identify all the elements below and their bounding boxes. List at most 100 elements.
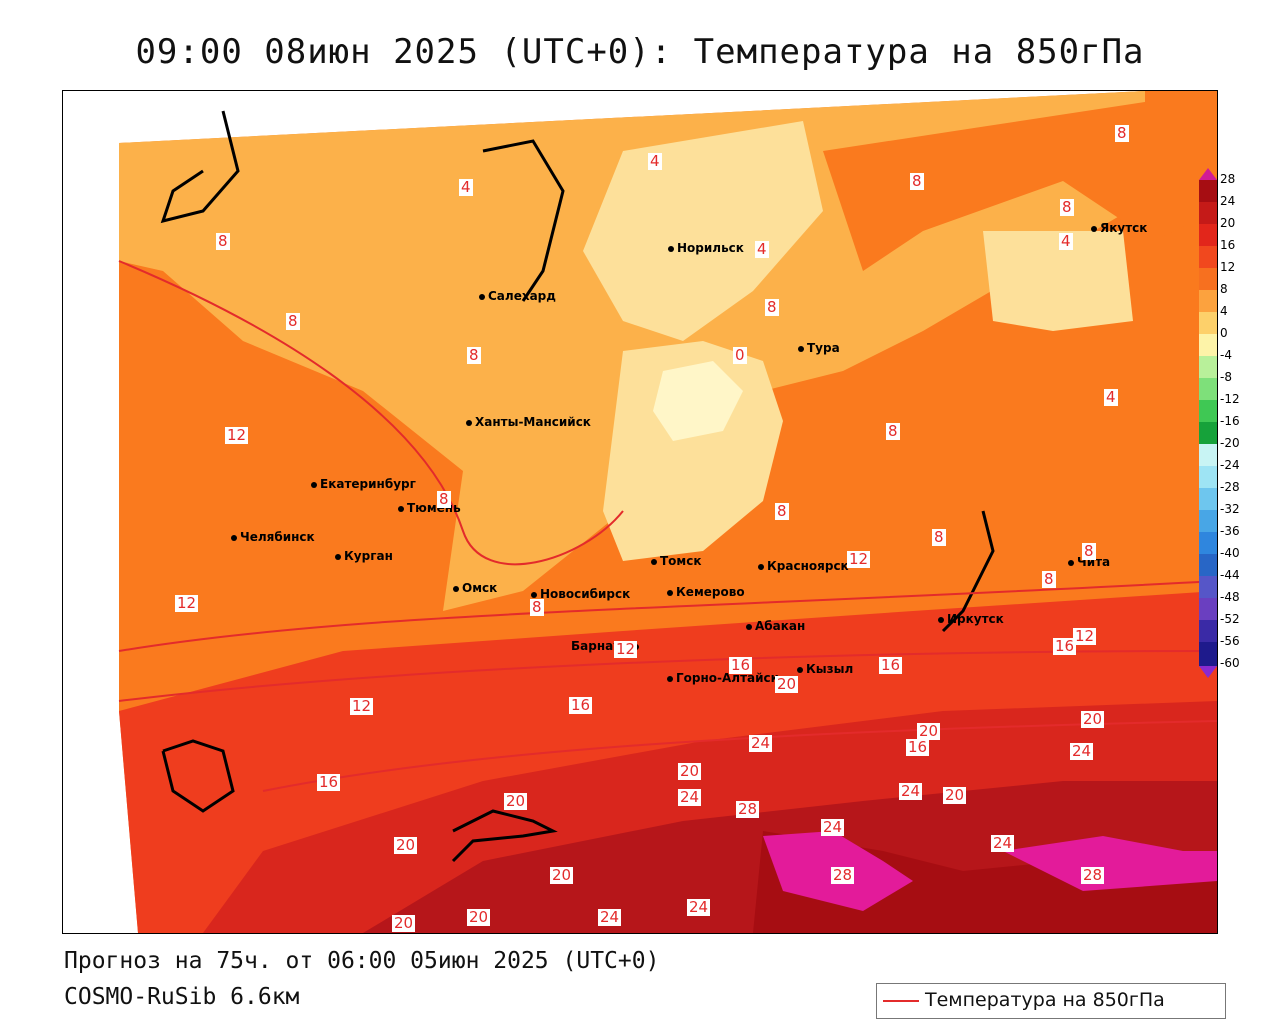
contour-label: 20 bbox=[550, 866, 574, 884]
colorbar-tick: -12 bbox=[1220, 392, 1240, 406]
colorbar-tick: -60 bbox=[1220, 656, 1240, 670]
colorbar-tick: -40 bbox=[1220, 546, 1240, 560]
contour-label: 0 bbox=[733, 346, 747, 364]
colorbar-tick: -20 bbox=[1220, 436, 1240, 450]
city-dot bbox=[938, 616, 944, 623]
contour-label: 8 bbox=[1042, 570, 1056, 588]
city-label: Кызыл bbox=[806, 662, 854, 676]
city-dot bbox=[531, 591, 537, 598]
city-label: Норильск bbox=[677, 241, 744, 255]
city-label: Екатеринбург bbox=[320, 477, 416, 491]
contour-label: 20 bbox=[504, 792, 528, 810]
contour-label: 4 bbox=[1104, 388, 1118, 406]
contour-label: 20 bbox=[678, 762, 702, 780]
city-tomsk: Томск bbox=[651, 554, 702, 568]
contour-label: 28 bbox=[1081, 866, 1105, 884]
contour-label: 4 bbox=[1059, 232, 1073, 250]
city-salekhard: Салехард bbox=[479, 289, 556, 303]
contour-label: 8 bbox=[467, 346, 481, 364]
contour-label: 28 bbox=[736, 800, 760, 818]
contour-label: 20 bbox=[1081, 710, 1105, 728]
map-title: 09:00 08июн 2025 (UTC+0): Температура на… bbox=[135, 32, 1145, 72]
contour-label: 24 bbox=[899, 782, 923, 800]
contour-label: 16 bbox=[1053, 637, 1077, 655]
city-label: Салехард bbox=[488, 289, 556, 303]
city-label: Якутск bbox=[1100, 221, 1148, 235]
city-label: Красноярск bbox=[767, 559, 849, 573]
contour-label: 20 bbox=[394, 836, 418, 854]
contour-label: 4 bbox=[755, 240, 769, 258]
colorbar-tick: -36 bbox=[1220, 524, 1240, 538]
colorbar-tick: -4 bbox=[1220, 348, 1232, 362]
city-krasnoyarsk: Красноярск bbox=[758, 559, 849, 573]
contour-label: 8 bbox=[765, 298, 779, 316]
city-dot bbox=[335, 553, 341, 560]
contour-label: 20 bbox=[392, 914, 416, 932]
city-yakutsk: Якутск bbox=[1091, 221, 1147, 235]
city-dot bbox=[231, 534, 237, 541]
contour-label: 12 bbox=[350, 697, 374, 715]
city-label: Тура bbox=[807, 341, 840, 355]
model-info: COSMO-RuSib 6.6км bbox=[64, 984, 300, 1010]
city-dot bbox=[668, 245, 674, 252]
colorbar-tick: -28 bbox=[1220, 480, 1240, 494]
colorbar-tick: 24 bbox=[1220, 194, 1236, 208]
contour-label: 20 bbox=[943, 786, 967, 804]
legend-label: Температура на 850гПа bbox=[925, 989, 1165, 1011]
city-novosibirsk: Новосибирск bbox=[531, 587, 630, 601]
colorbar-tick: 12 bbox=[1220, 260, 1236, 274]
city-irkutsk: Иркутск bbox=[938, 612, 1004, 626]
city-kemerovo: Кемерово bbox=[667, 585, 745, 599]
colorbar-tick: 8 bbox=[1220, 282, 1228, 296]
city-dot bbox=[651, 558, 657, 565]
contour-label: 24 bbox=[1070, 742, 1094, 760]
city-label: Абакан bbox=[755, 619, 806, 633]
contour-label: 16 bbox=[906, 738, 930, 756]
contour-label: 12 bbox=[175, 594, 199, 612]
contour-label: 16 bbox=[569, 696, 593, 714]
city-label: Тюмень bbox=[407, 501, 461, 515]
city-dot bbox=[1068, 559, 1074, 566]
city-label: Томск bbox=[660, 554, 702, 568]
city-dot bbox=[797, 666, 803, 673]
legend-line-swatch bbox=[883, 1000, 919, 1002]
contour-label: 12 bbox=[225, 426, 249, 444]
colorbar-tick: 0 bbox=[1220, 326, 1228, 340]
contour-label: 24 bbox=[687, 898, 711, 916]
colorbar-tick: -16 bbox=[1220, 414, 1240, 428]
city-kyzyl: Кызыл bbox=[797, 662, 853, 676]
city-dot bbox=[453, 585, 459, 592]
contour-label: 16 bbox=[317, 773, 341, 791]
colorbar-tick: 20 bbox=[1220, 216, 1236, 230]
colorbar bbox=[1199, 168, 1217, 678]
contour-label: 12 bbox=[614, 640, 638, 658]
contour-label: 20 bbox=[467, 908, 491, 926]
contour-label: 24 bbox=[821, 818, 845, 836]
contour-label: 16 bbox=[879, 656, 903, 674]
colorbar-tick: -8 bbox=[1220, 370, 1232, 384]
city-label: Омск bbox=[462, 581, 498, 595]
city-chelyabinsk: Челябинск bbox=[231, 530, 315, 544]
city-label: Иркутск bbox=[947, 612, 1004, 626]
colorbar-tick: 4 bbox=[1220, 304, 1228, 318]
contour-label: 12 bbox=[847, 550, 871, 568]
contour-label: 8 bbox=[216, 232, 230, 250]
city-dot bbox=[667, 589, 673, 596]
city-dot bbox=[311, 481, 317, 488]
city-norilsk: Норильск bbox=[668, 241, 744, 255]
city-tyumen: Тюмень bbox=[398, 501, 461, 515]
city-dot bbox=[758, 563, 764, 570]
contour-label: 20 bbox=[917, 722, 941, 740]
city-gorno-altaysk: Горно-Алтайск bbox=[667, 671, 779, 685]
contour-label: 8 bbox=[1060, 198, 1074, 216]
colorbar-tick: -32 bbox=[1220, 502, 1240, 516]
contour-label: 20 bbox=[775, 675, 799, 693]
city-dot bbox=[1091, 225, 1097, 232]
contour-label: 24 bbox=[991, 834, 1015, 852]
city-label: Кемерово bbox=[676, 585, 745, 599]
contour-label: 8 bbox=[437, 490, 451, 508]
contour-label: 8 bbox=[286, 312, 300, 330]
contour-label: 4 bbox=[648, 152, 662, 170]
legend: Температура на 850гПа bbox=[876, 983, 1226, 1019]
city-dot bbox=[479, 293, 485, 300]
